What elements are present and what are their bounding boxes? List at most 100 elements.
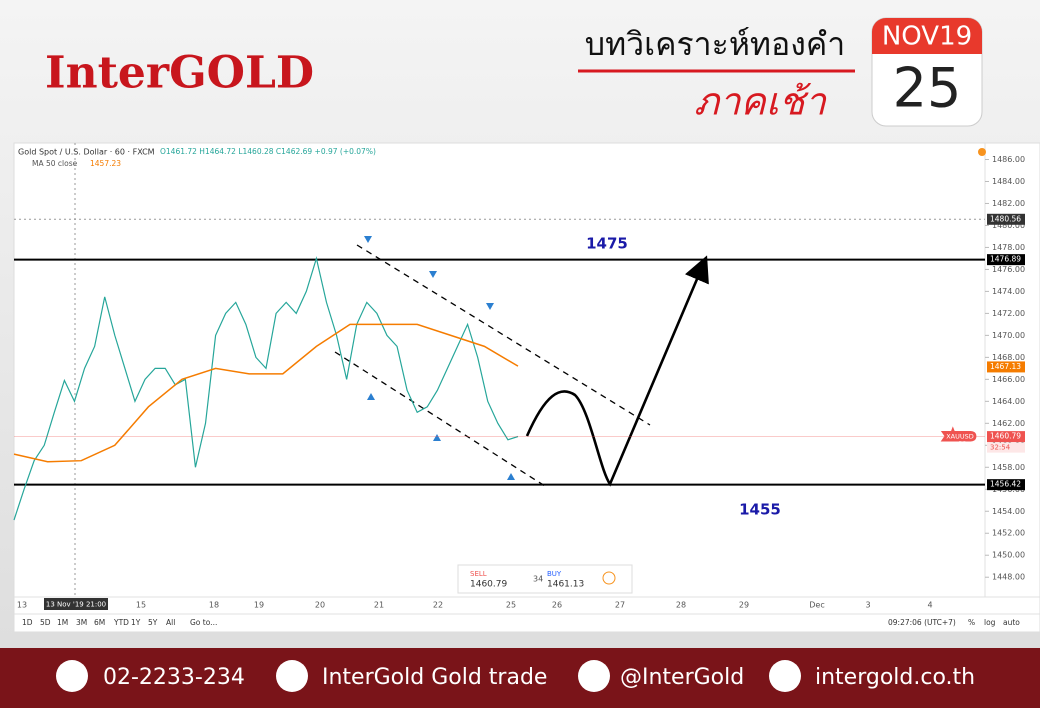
chart-title: Gold Spot / U.S. Dollar · 60 · FXCM: [18, 148, 155, 157]
phone[interactable]: 02-2233-234: [103, 665, 245, 690]
crosshair-time: 13 Nov '19 21:00: [46, 601, 106, 609]
web-icon: [769, 660, 801, 692]
countdown: 32:54: [990, 444, 1011, 452]
price-tag: [987, 213, 1025, 225]
y-tick-label: 1462.00: [992, 419, 1025, 428]
y-tick-label: 1478.00: [992, 243, 1025, 252]
x-tick-label: 27: [615, 601, 625, 610]
y-tick-label: 1486.00: [992, 155, 1025, 164]
price-tag-label: 1480.56: [990, 214, 1021, 223]
up-arrow: [507, 473, 515, 480]
range-button[interactable]: 1D: [22, 618, 33, 627]
price-tag: [987, 361, 1025, 373]
range-button[interactable]: All: [166, 618, 175, 627]
y-tick-label: 1448.00: [992, 573, 1025, 582]
x-tick-label: 21: [374, 601, 384, 610]
down-arrow: [429, 271, 437, 278]
projection-arrow: [525, 255, 709, 487]
series-line: [13, 256, 519, 521]
series-line: [13, 323, 519, 463]
range-button[interactable]: 5Y: [148, 618, 158, 627]
sell-price: 1460.79: [470, 580, 507, 590]
arrows: [364, 236, 515, 480]
price-tag: [987, 431, 1025, 443]
info-icon[interactable]: [602, 571, 616, 585]
line-id[interactable]: @InterGold: [620, 665, 744, 690]
price-tag: [987, 479, 1025, 491]
phone-icon: [56, 660, 88, 692]
website[interactable]: intergold.co.th: [815, 665, 975, 690]
y-tick-label: 1476.00: [992, 265, 1025, 274]
calendar-month: NOV19: [882, 22, 972, 52]
x-tick-label: 18: [209, 601, 219, 610]
facebook[interactable]: InterGold Gold trade: [322, 665, 547, 690]
ma-label: MA 50 close: [32, 159, 78, 168]
down-arrow: [486, 303, 494, 310]
sell-label: SELL: [470, 570, 487, 578]
y-tick-label: 1464.00: [992, 397, 1025, 406]
scale-option[interactable]: log: [984, 618, 996, 627]
price-tag-label: 1460.79: [990, 432, 1021, 441]
countdown-box: [987, 442, 1025, 453]
y-tick-label: 1472.00: [992, 309, 1025, 318]
range-button[interactable]: YTD: [113, 618, 129, 627]
ohlc: O1461.72 H1464.72 L1460.28 C1462.69 +0.9…: [160, 147, 376, 156]
x-tick-label: 26: [552, 601, 562, 610]
up-arrow: [433, 434, 441, 441]
range-button[interactable]: 1M: [57, 618, 68, 627]
level-annotation: 1475: [586, 235, 628, 253]
calendar-day: 25: [893, 57, 962, 120]
x-tick-label: 15: [136, 601, 146, 610]
scale-option[interactable]: %: [968, 618, 975, 627]
line-icon: [578, 660, 610, 692]
x-tick-label: 28: [676, 601, 686, 610]
x-tick-label: 13: [17, 601, 27, 610]
logo: InterGOLD: [45, 48, 314, 99]
price-tag-label: 1456.42: [990, 480, 1021, 489]
clock: 09:27:06 (UTC+7): [888, 618, 956, 627]
channel-line: [356, 244, 651, 426]
y-tick-label: 1452.00: [992, 529, 1025, 538]
subtitle: ภาคเช้า: [694, 80, 828, 124]
x-tick-label: 22: [433, 601, 443, 610]
y-tick-label: 1482.00: [992, 199, 1025, 208]
up-arrow: [367, 393, 375, 400]
x-tick-label: 4: [927, 601, 932, 610]
x-tick-label: Dec: [809, 601, 824, 610]
y-tick-label: 1454.00: [992, 507, 1025, 516]
y-tick-label: 1468.00: [992, 353, 1025, 362]
footer: [0, 648, 1040, 708]
level-annotation: 1455: [739, 501, 781, 519]
y-tick-label: 1470.00: [992, 331, 1025, 340]
price-tag-label: 1476.89: [990, 255, 1021, 264]
spread: 34: [533, 575, 543, 584]
alert-icon[interactable]: [978, 148, 986, 156]
y-tick-label: 1484.00: [992, 177, 1025, 186]
channel-line: [334, 351, 549, 489]
facebook-icon: [276, 660, 308, 692]
price-tag-label: 1467.13: [990, 362, 1021, 371]
scale-option[interactable]: auto: [1003, 618, 1020, 627]
y-tick-label: 1480.00: [992, 221, 1025, 230]
chart-panel: [13, 142, 1040, 633]
ma-value: 1457.23: [90, 159, 121, 168]
x-tick-label: 3: [865, 601, 870, 610]
range-button[interactable]: 1Y: [131, 618, 141, 627]
x-tick-label: 19: [254, 601, 264, 610]
buy-price: 1461.13: [547, 580, 584, 590]
price-tag: [987, 254, 1025, 266]
y-tick-label: 1474.00: [992, 287, 1025, 296]
x-tick-label: 25: [506, 601, 516, 610]
down-arrow: [364, 236, 372, 243]
goto-button[interactable]: Go to...: [190, 618, 217, 627]
y-tick-label: 1450.00: [992, 551, 1025, 560]
range-button[interactable]: 6M: [94, 618, 105, 627]
crosshair-time-box: [44, 598, 108, 610]
calendar-top: [872, 18, 982, 54]
symbol: XAUUSD: [946, 433, 974, 441]
range-button[interactable]: 3M: [76, 618, 87, 627]
y-tick-label: 1458.00: [992, 463, 1025, 472]
range-button[interactable]: 5D: [40, 618, 51, 627]
